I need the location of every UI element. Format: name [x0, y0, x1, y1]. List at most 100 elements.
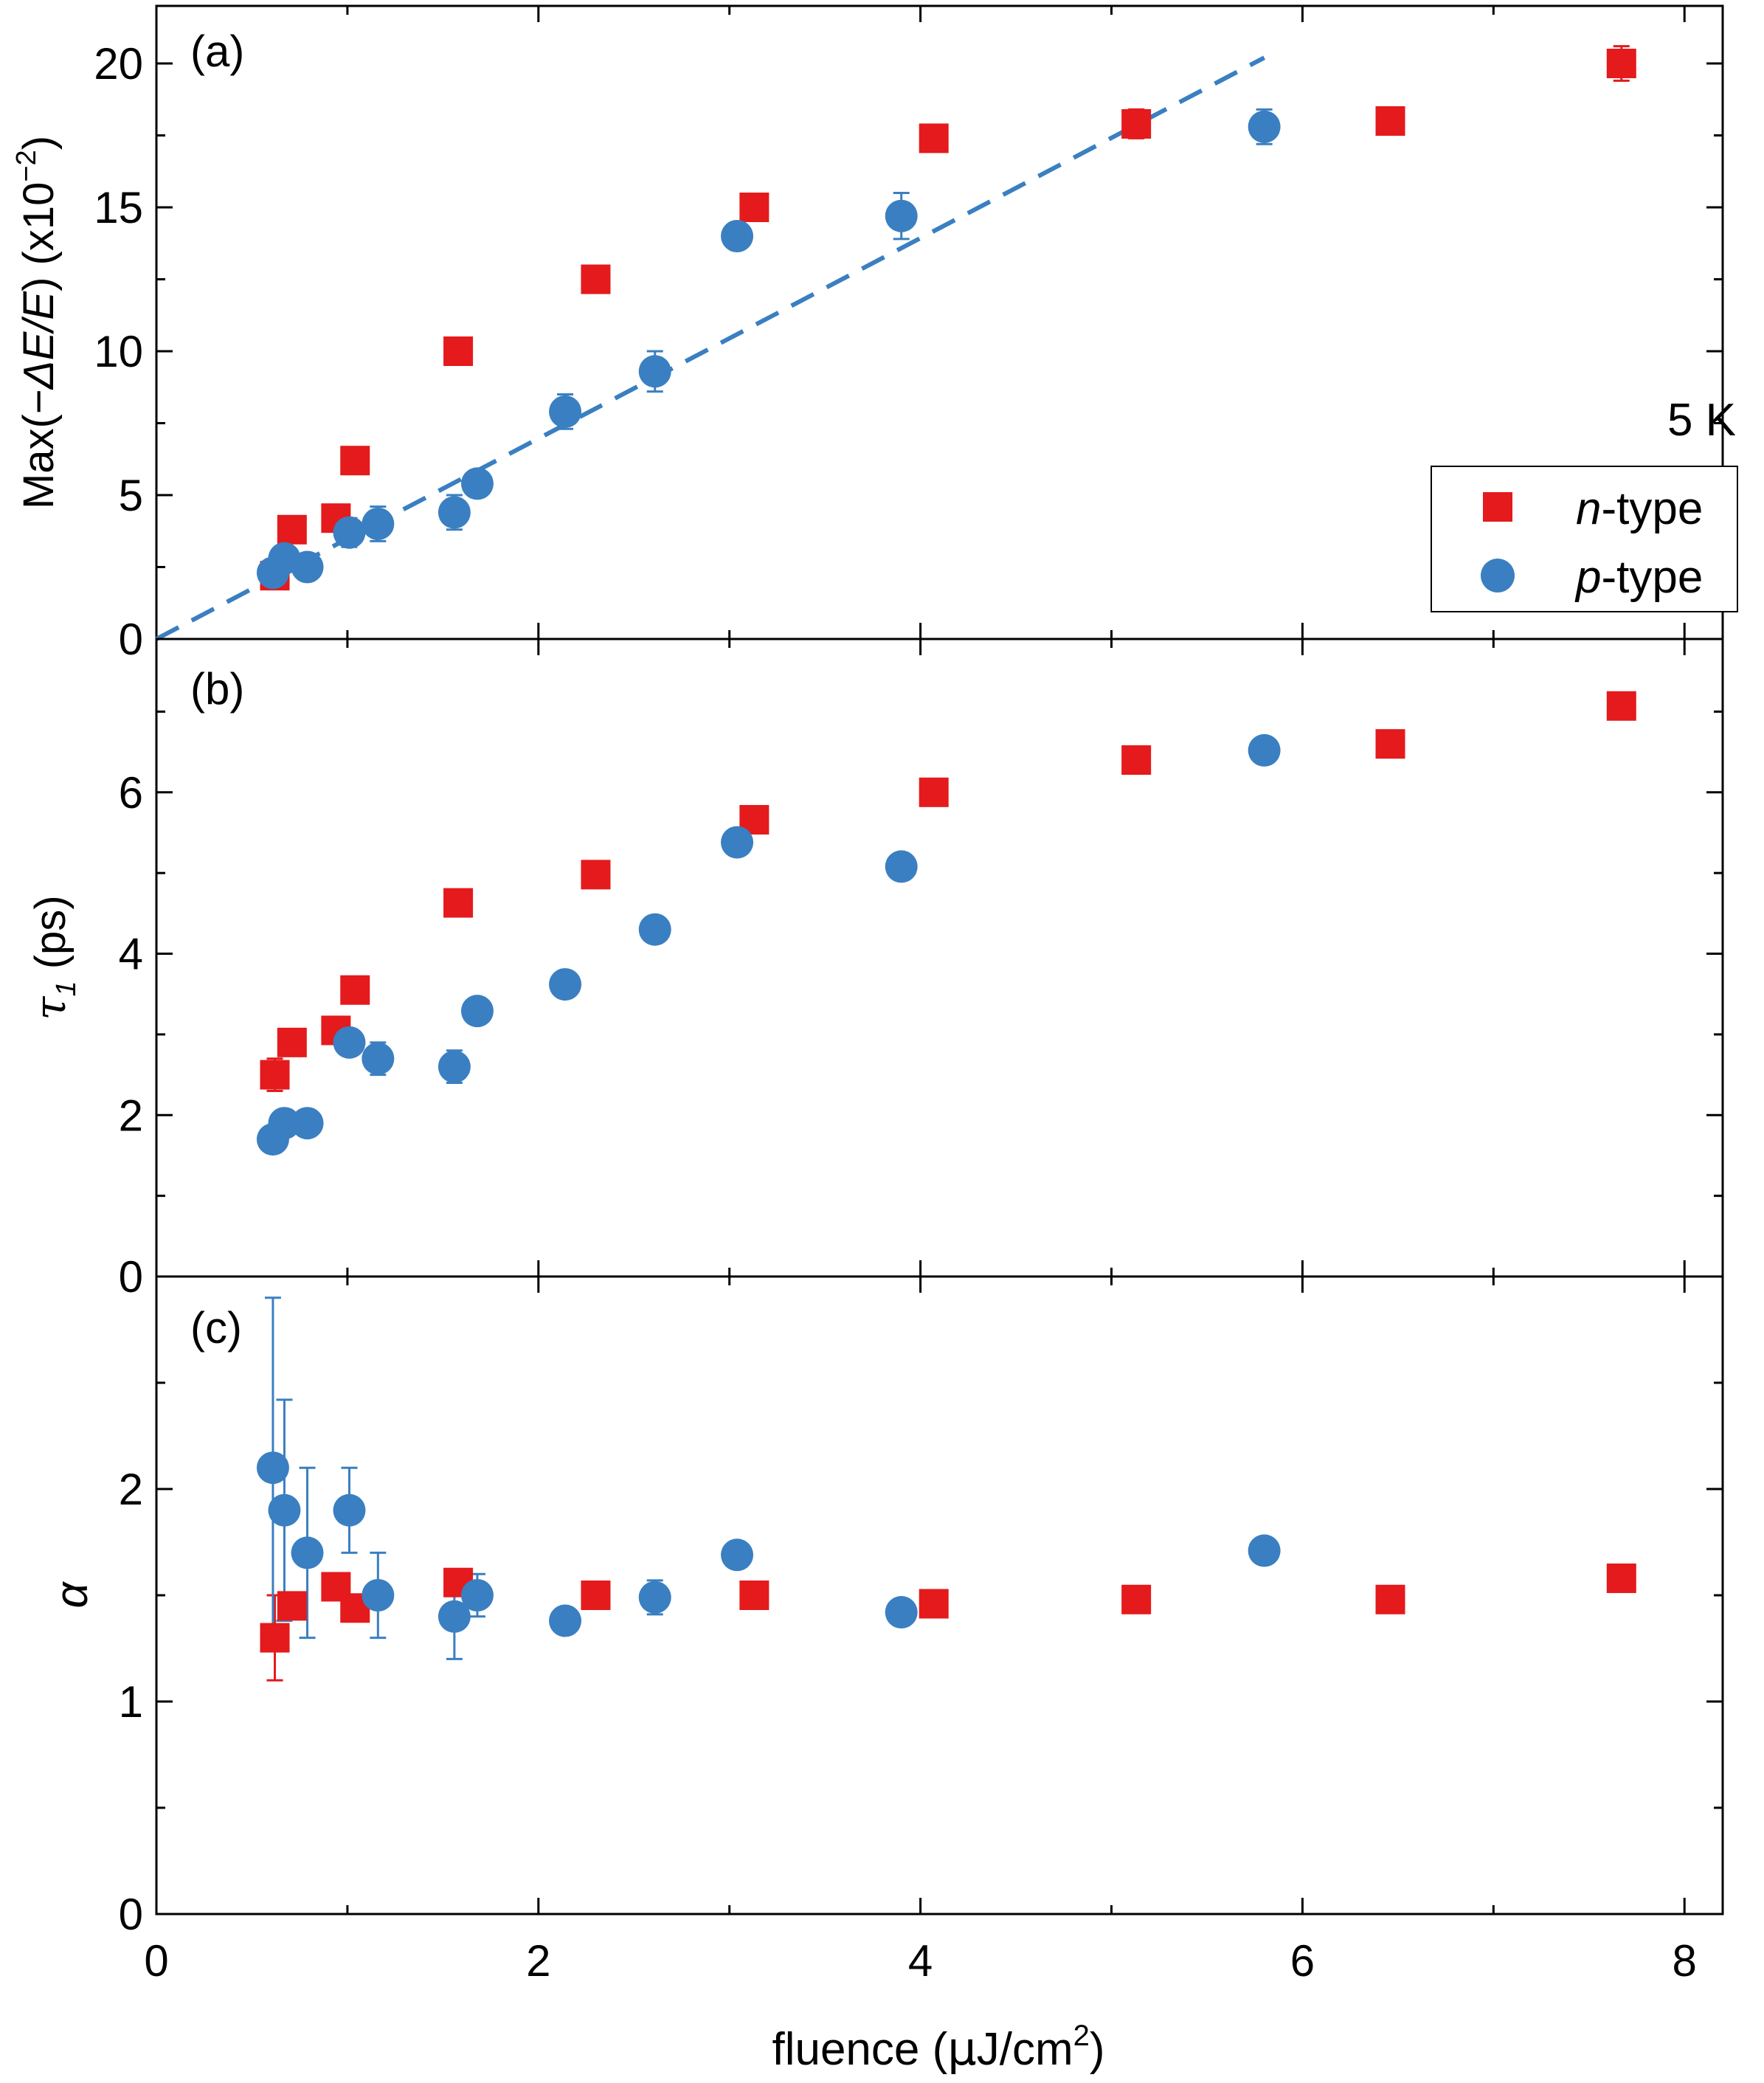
- n-type-point: [260, 1623, 290, 1653]
- x-tick-label: 0: [144, 1936, 168, 1986]
- x-axis-label: fluence (μJ/cm2): [772, 2020, 1104, 2076]
- n-type-point: [1121, 108, 1152, 139]
- x-axis-label-unit: J/cm: [977, 2024, 1073, 2075]
- n-type-point: [443, 888, 474, 918]
- p-type-point: [268, 1107, 301, 1140]
- legend-label-n-type: n-type: [1576, 483, 1703, 534]
- x-tick-label: 4: [908, 1936, 933, 1986]
- p-type-point: [1248, 1534, 1281, 1567]
- n-type-point: [443, 336, 474, 366]
- panel-a-ylabel-sup: −2: [11, 150, 42, 182]
- panel-b-frame: [155, 638, 1724, 1278]
- panel-b: 0 2 4 6 (b) τ1 (ps): [25, 638, 1724, 1302]
- legend: n-type p-type: [1431, 466, 1738, 612]
- y-tick-label: 2: [119, 1091, 143, 1140]
- p-type-point: [721, 1538, 754, 1572]
- panel-a-ylabel-italic: ΔE/E: [15, 291, 63, 391]
- n-type-point: [1606, 49, 1636, 78]
- y-tick-label: 20: [94, 39, 143, 89]
- n-type-point: [260, 1060, 290, 1090]
- p-type-point: [549, 968, 582, 1001]
- x-tick-label: 2: [526, 1936, 550, 1986]
- p-type-point: [333, 1493, 366, 1527]
- y-tick-label: 15: [94, 183, 143, 232]
- panel-b-error-bars: [264, 700, 1630, 1153]
- n-type-point: [919, 1589, 949, 1619]
- n-type-point: [340, 975, 370, 1005]
- panel-a-fit-line-group: [155, 55, 1266, 641]
- y-tick-label: 10: [94, 327, 143, 376]
- n-type-point: [1606, 691, 1636, 721]
- p-type-point: [638, 1581, 671, 1614]
- n-type-point: [1121, 745, 1152, 775]
- p-type-point: [437, 1050, 471, 1083]
- p-type-point: [885, 199, 918, 232]
- p-type-point: [256, 1451, 289, 1485]
- panel-b-ylabel-sub: 1: [51, 981, 82, 996]
- x-axis-label-close: ): [1090, 2024, 1105, 2075]
- y-tick-label: 2: [119, 1465, 143, 1514]
- y-tick-label: 1: [119, 1677, 143, 1727]
- panel-c-label: (c): [190, 1303, 242, 1353]
- panel-a-ylabel-suffix: ) (x10: [15, 182, 63, 291]
- p-type-point: [460, 995, 494, 1028]
- n-type-point: [581, 264, 611, 294]
- n-type-point: [581, 1581, 611, 1610]
- n-type-point: [739, 193, 769, 222]
- x-tick-label: 8: [1673, 1936, 1697, 1986]
- p-type-point: [721, 220, 754, 252]
- panel-a-label: (a): [190, 27, 244, 76]
- p-type-point: [291, 1107, 324, 1140]
- n-type-point: [1606, 1563, 1636, 1593]
- x-axis-label-mu: μ: [947, 2022, 976, 2076]
- y-tick-label: 6: [119, 768, 143, 818]
- legend-marker-p-type: [1481, 559, 1515, 593]
- panel-b-ylabel-tau: τ: [25, 996, 75, 1020]
- panel-b-ticks: 0 2 4 6: [119, 639, 1723, 1302]
- n-type-point: [1121, 1584, 1152, 1614]
- panel-a: 0 5 10 15 20 (a) 5 K n-type p-type Max(−ΔE/E…: [11, 4, 1738, 664]
- x-axis-label-sup: 2: [1073, 2020, 1090, 2052]
- linear-fit-line: [155, 55, 1266, 641]
- p-type-point: [362, 1042, 395, 1075]
- panel-b-label: (b): [190, 664, 244, 714]
- p-type-point: [291, 1536, 324, 1569]
- y-tick-label: 0: [119, 1890, 143, 1939]
- p-type-point: [885, 850, 918, 883]
- n-type-point: [919, 777, 949, 807]
- panel-c: 0 1 2 (c) α: [46, 1275, 1724, 1939]
- p-type-point: [460, 1579, 494, 1612]
- panel-b-ylabel-suffix: (ps): [27, 895, 75, 981]
- panel-c-ylabel: α: [46, 1581, 97, 1609]
- n-type-point: [277, 1027, 307, 1057]
- n-type-point: [581, 860, 611, 890]
- temperature-annotation: 5 K: [1667, 395, 1736, 446]
- p-type-point: [362, 1579, 395, 1612]
- panel-c-error-bars: [264, 1296, 1630, 1682]
- n-type-point: [919, 123, 949, 153]
- legend-p-italic: p: [1574, 552, 1601, 603]
- n-type-point: [1375, 1584, 1405, 1614]
- p-type-point: [291, 550, 324, 584]
- p-type-point: [885, 1596, 918, 1629]
- n-type-point: [1375, 729, 1405, 759]
- panel-a-ylabel: Max(−ΔE/E) (x10−2): [11, 136, 63, 509]
- y-tick-label: 4: [119, 930, 143, 979]
- p-type-point: [638, 355, 671, 388]
- panel-c-markers: [256, 1451, 1636, 1653]
- panel-a-ylabel-close: ): [15, 136, 63, 150]
- x-tick-label: 6: [1290, 1936, 1315, 1986]
- legend-p-suffix: -type: [1601, 552, 1703, 603]
- x-axis-label-main: fluence (: [772, 2024, 947, 2075]
- panel-b-markers: [256, 691, 1636, 1156]
- p-type-point: [549, 395, 582, 428]
- p-type-point: [437, 496, 471, 529]
- p-type-point: [362, 508, 395, 540]
- p-type-point: [1248, 733, 1281, 767]
- n-type-point: [277, 514, 307, 545]
- p-type-point: [268, 1493, 301, 1527]
- legend-label-p-type: p-type: [1574, 552, 1703, 603]
- y-tick-label: 5: [119, 471, 143, 520]
- panel-b-ylabel: τ1 (ps): [25, 895, 82, 1020]
